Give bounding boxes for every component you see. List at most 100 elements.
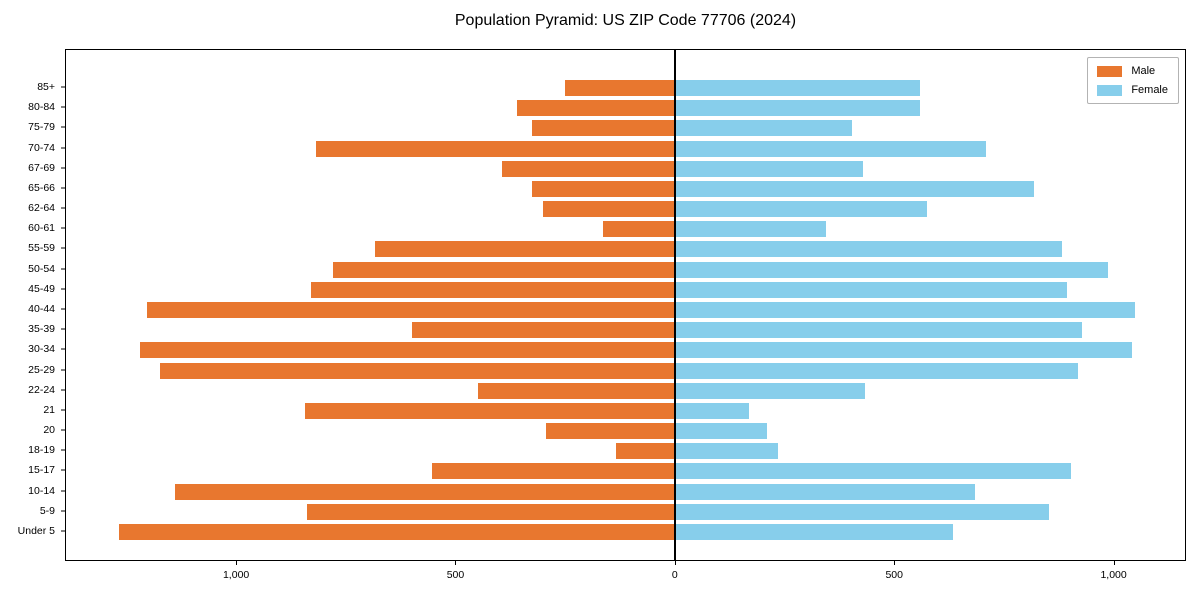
bar-male (431, 463, 675, 480)
x-tick-mark (894, 561, 896, 565)
bar-row (66, 441, 1185, 461)
bar-row (66, 159, 1185, 179)
plot-area: Male Female (65, 49, 1186, 561)
y-tick-mark (61, 187, 65, 189)
y-tick-label: 50-54 (28, 262, 55, 275)
bar-row (66, 98, 1185, 118)
bar-row (66, 461, 1185, 481)
bar-female (674, 281, 1067, 298)
legend-swatch-female (1097, 84, 1123, 96)
bar-male (411, 322, 675, 339)
x-tick-mark (455, 561, 457, 565)
bar-female (674, 301, 1135, 318)
y-tick-label: 15-17 (28, 464, 55, 477)
bar-row (66, 381, 1185, 401)
bar-female (674, 160, 864, 177)
bar-female (674, 483, 975, 500)
y-tick-label: Under 5 (17, 524, 55, 537)
bar-male (565, 80, 675, 97)
x-tick-mark (236, 561, 238, 565)
bar-row (66, 239, 1185, 259)
bar-female (674, 503, 1050, 520)
bar-female (674, 120, 853, 137)
y-tick-label: 20 (43, 424, 55, 437)
x-tick-mark (674, 561, 676, 565)
bar-female (674, 523, 953, 540)
bar-male (374, 241, 675, 258)
y-tick-mark (61, 126, 65, 128)
y-tick-mark (61, 530, 65, 532)
y-tick-mark (61, 86, 65, 88)
bar-female (674, 382, 866, 399)
y-tick-label: 55-59 (28, 242, 55, 255)
bar-male (615, 443, 675, 460)
y-tick-label: 67-69 (28, 161, 55, 174)
y-tick-label: 70-74 (28, 141, 55, 154)
y-tick-mark (61, 288, 65, 290)
x-tick-label: 500 (885, 569, 903, 581)
y-tick-label: 35-39 (28, 323, 55, 336)
bar-row (66, 260, 1185, 280)
bar-male (517, 100, 675, 117)
y-tick-mark (61, 308, 65, 310)
bar-female (674, 140, 986, 157)
legend-entry-male: Male (1097, 65, 1168, 77)
y-tick-mark (61, 409, 65, 411)
bar-female (674, 362, 1078, 379)
y-tick-mark (61, 449, 65, 451)
bar-row (66, 522, 1185, 542)
bar-female (674, 221, 826, 238)
y-tick-mark (61, 469, 65, 471)
bar-row (66, 421, 1185, 441)
bar-male (315, 140, 675, 157)
y-tick-label: 5-9 (39, 504, 55, 517)
y-tick-label: 40-44 (28, 303, 55, 315)
bar-male (311, 281, 675, 298)
y-tick-label: 62-64 (28, 202, 55, 215)
y-tick-mark (61, 268, 65, 270)
legend-label: Female (1131, 84, 1168, 96)
x-tick-mark (1113, 561, 1115, 565)
bar-female (674, 241, 1063, 258)
x-tick-label: 1,000 (222, 569, 250, 581)
bar-male (545, 423, 675, 440)
bar-row (66, 401, 1185, 421)
chart-title: Population Pyramid: US ZIP Code 77706 (2… (454, 12, 797, 29)
y-tick-label: 45-49 (28, 282, 55, 295)
y-tick-mark (61, 510, 65, 512)
bar-female (674, 443, 778, 460)
bar-male (477, 382, 675, 399)
bar-female (674, 322, 1083, 339)
y-tick-label: 25-29 (28, 363, 55, 376)
bar-male (304, 402, 675, 419)
bar-male (333, 261, 675, 278)
bar-female (674, 261, 1109, 278)
legend-entry-female: Female (1097, 84, 1168, 96)
bar-male (147, 301, 675, 318)
bar-row (66, 360, 1185, 380)
y-tick-label: 65-66 (28, 181, 55, 194)
bar-male (602, 221, 675, 238)
bar-female (674, 100, 921, 117)
x-tick-label: 1,000 (1100, 569, 1127, 581)
bar-female (674, 402, 750, 419)
bar-row (66, 300, 1185, 320)
y-tick-label: 85+ (37, 81, 55, 94)
bar-male (140, 342, 675, 359)
y-tick-mark (61, 328, 65, 330)
y-tick-label: 75-79 (28, 121, 55, 134)
bar-male (501, 160, 675, 177)
legend-swatch-male (1097, 65, 1123, 77)
y-tick-mark (61, 227, 65, 229)
bar-row (66, 481, 1185, 501)
y-tick-label: 22-24 (28, 383, 55, 396)
y-tick-mark (61, 247, 65, 249)
y-tick-mark (61, 490, 65, 492)
y-tick-mark (61, 429, 65, 431)
bar-female (674, 201, 927, 218)
bar-row (66, 78, 1185, 98)
bar-row (66, 280, 1185, 300)
bar-row (66, 320, 1185, 340)
y-tick-label: 10-14 (28, 484, 55, 497)
